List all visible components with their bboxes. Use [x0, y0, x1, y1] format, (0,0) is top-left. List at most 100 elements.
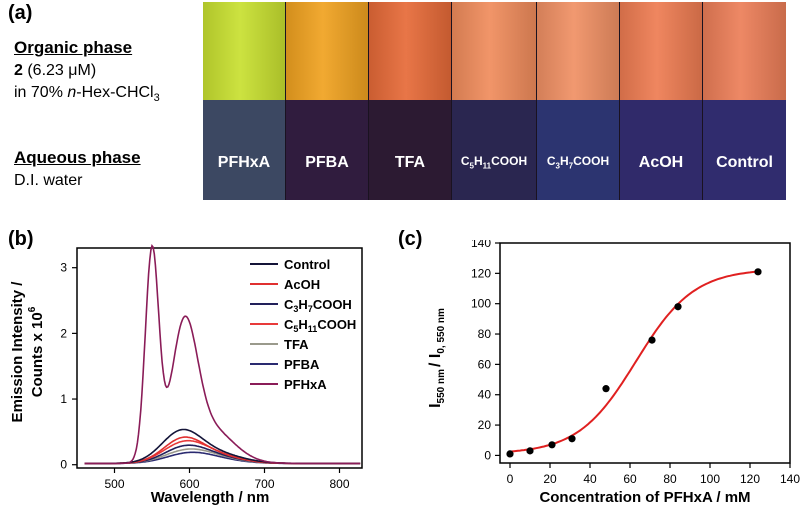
plot-frame: [499, 242, 791, 464]
formula-part: COOH: [491, 154, 528, 168]
organic-phase-compound: 2 (6.23 μM): [14, 62, 96, 80]
aqueous-phase-solvent: D.I. water: [14, 172, 83, 189]
legend-entry: PFHxA: [284, 377, 327, 392]
formula-part: C: [460, 154, 470, 168]
vial-organic-layer: [537, 2, 619, 100]
panel-b-label: (b): [8, 228, 34, 250]
x-tick-label: 140: [780, 472, 800, 486]
vial-c5h11cooh: C5H11COOH: [452, 2, 536, 200]
vial-organic-layer: [620, 2, 702, 100]
axes: 0 20 40 60 80 100 120 140 0 20 40 60 80 100 120 140: [471, 240, 800, 486]
x-tick-label: 0: [507, 472, 514, 486]
vial-aqueous-layer: [620, 100, 702, 200]
y-tick-label: 1: [60, 392, 67, 406]
y-axis-label: I550 nm/ I0, 550 nm: [427, 308, 447, 408]
series-line-c5h11cooh: [84, 439, 361, 465]
y-tick-label: 0: [60, 458, 67, 472]
vial-pfhxa: PFHxA: [203, 2, 285, 200]
panel-a-label: (a): [8, 2, 33, 24]
data-point: [602, 385, 610, 393]
x-tick-label: 600: [179, 477, 199, 491]
aqueous-phase-title: Aqueous phase: [14, 148, 141, 167]
sigmoid-fit-line: [509, 270, 759, 453]
series-line-pfhxa: [84, 244, 361, 465]
compound-number: 2: [14, 62, 23, 79]
y-tick-label: 3: [60, 261, 67, 275]
y-tick-label: 80: [478, 327, 492, 341]
y-tick-label: 60: [478, 357, 492, 371]
formula-sub: 11: [482, 161, 492, 171]
emission-spectra-chart: Emission Intensity / Counts x 106 Wavele…: [9, 244, 363, 506]
vial-c3h7cooh: C3H7COOH: [537, 2, 619, 200]
x-axis-label: Wavelength / nm: [151, 489, 270, 506]
x-tick-label: 700: [254, 477, 274, 491]
data-point: [548, 441, 556, 449]
vial-aqueous-layer: [452, 100, 536, 200]
organic-phase-solvent: in 70% n-Hex-CHCl3: [14, 84, 160, 104]
panel-c-label: (c): [398, 228, 423, 250]
series-line-control: [84, 428, 361, 465]
organic-phase-title: Organic phase: [14, 38, 133, 57]
y-tick-label: 0: [484, 448, 491, 462]
vial-label: C3H7COOH: [537, 154, 619, 170]
data-point: [674, 303, 682, 311]
legend: Control AcOH C3H7COOH C5H11COOH TFA PFBA…: [250, 257, 356, 392]
solvent-mid: -Hex-CHCl: [76, 84, 154, 101]
legend-entry: TFA: [284, 337, 309, 352]
legend-entry: C3H7COOH: [284, 297, 352, 314]
series-line-c3h7cooh: [84, 444, 361, 465]
x-tick-label: 20: [543, 472, 557, 486]
data-point: [526, 447, 534, 455]
y-tick-label: 140: [471, 240, 491, 250]
y-axis-label-line1: Emission Intensity /: [9, 281, 26, 423]
data-point: [506, 450, 514, 458]
formula-part: H: [473, 154, 483, 168]
legend-entry: C5H11COOH: [284, 317, 356, 334]
vial-tfa: TFA: [369, 2, 451, 200]
vial-label: TFA: [394, 154, 426, 171]
data-point: [754, 268, 762, 276]
fit-curve-group: [509, 270, 759, 453]
y-tick-label: 20: [478, 418, 492, 432]
series-group: [84, 244, 361, 465]
y-axis-label-line2: Counts x 106: [27, 306, 46, 397]
vial-label: C5H11COOH: [452, 154, 536, 170]
solvent-sub: 3: [153, 92, 160, 105]
formula-part: COOH: [573, 154, 610, 168]
compound-concentration: (6.23 μM): [22, 62, 97, 79]
data-point: [648, 336, 656, 344]
data-points-group: [506, 268, 762, 458]
solvent-prefix: in 70%: [14, 84, 68, 101]
formula-part: H: [560, 154, 569, 168]
axes: 500 600 700 800 0 1 2 3: [60, 247, 363, 491]
x-tick-label: 80: [663, 472, 677, 486]
formula-sub: 5: [469, 161, 474, 171]
x-tick-label: 800: [329, 477, 349, 491]
vial-organic-layer: [286, 2, 368, 100]
y-tick-label: 120: [471, 266, 491, 280]
vial-photo: PFHxA PFBA TFA C5H11COOH C3H7COOH AcOH C…: [203, 2, 786, 200]
vial-label: PFBA: [305, 154, 349, 171]
legend-entry: PFBA: [284, 357, 320, 372]
x-tick-label: 40: [583, 472, 597, 486]
vial-aqueous-layer: [703, 100, 786, 200]
vial-organic-layer: [203, 2, 285, 100]
x-tick-label: 60: [623, 472, 637, 486]
formula-part: C: [546, 154, 556, 168]
x-tick-label: 120: [740, 472, 760, 486]
vial-control: Control: [703, 2, 786, 200]
data-point: [568, 435, 576, 443]
y-tick-label: 100: [471, 297, 491, 311]
vial-label: PFHxA: [217, 154, 271, 171]
vial-acoh: AcOH: [620, 2, 702, 200]
legend-entry: AcOH: [284, 277, 320, 292]
vial-aqueous-layer: [369, 100, 451, 200]
formula-sub: 3: [555, 161, 560, 171]
vial-aqueous-layer: [203, 100, 285, 200]
vial-pfba: PFBA: [286, 2, 368, 200]
titration-chart: I550 nm/ I0, 550 nm Concentration of PFH…: [427, 240, 800, 506]
vial-aqueous-layer: [286, 100, 368, 200]
y-axis-label: Emission Intensity / Counts x 106: [9, 281, 46, 423]
solvent-italic: n: [67, 84, 77, 101]
vial-label: AcOH: [638, 154, 684, 171]
